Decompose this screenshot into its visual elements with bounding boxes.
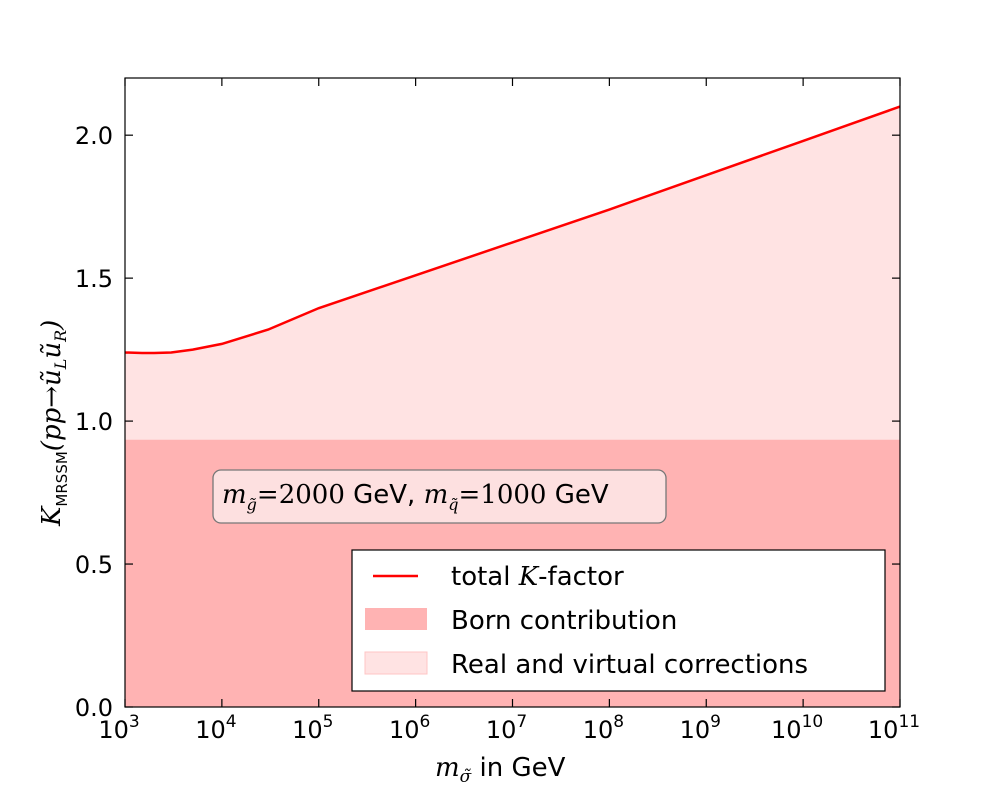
gluino-mass-symbol: m [222,480,247,510]
legend-label-total: total K-factor [451,562,624,592]
y-tick-label: 1.5 [75,265,113,293]
y-tick-label: 0.5 [75,551,113,579]
x-tick-label: 104 [195,712,236,744]
legend-corrections-swatch [364,651,428,675]
mass-annotation: mg̃=2000 GeV, mq̃=1000 GeV [212,469,667,524]
x-tick-label: 106 [389,712,430,744]
x-tick-label: 1011 [868,712,920,744]
squark-mass-value: =1000 [459,480,547,510]
legend: total K-factor Born contribution Real an… [351,549,886,692]
x-tick-label: 108 [583,712,624,744]
y-tick-label: 0.0 [75,694,113,722]
x-axis-ticks: 103 104 105 106 107 108 109 1010 1011 [98,78,920,744]
squark-mass-symbol: m [424,480,449,510]
gluino-mass-value: =2000 [257,480,345,510]
gluino-mass-unit: GeV, [345,480,424,510]
squark-mass-unit: GeV [546,480,608,510]
squark-mass-subscript: q̃ [448,495,458,514]
annotation-box [212,469,667,524]
legend-box [351,549,886,692]
legend-label-born: Born contribution [451,606,677,636]
y-tick-label: 2.0 [75,122,113,150]
y-axis-label: KMRSSM(pp→ũLũR) [37,320,71,527]
y-tick-label: 1.0 [75,408,113,436]
y-axis-ticks: 0.0 0.5 1.0 1.5 2.0 [75,122,900,722]
x-tick-label: 105 [292,712,333,744]
legend-born-swatch [365,608,427,630]
annotation-text: mg̃=2000 GeV, mq̃=1000 GeV [222,480,609,514]
svg-text:KMRSSM(pp→ũLũR): KMRSSM(pp→ũLũR) [37,320,71,527]
x-tick-label: 109 [680,712,721,744]
total-k-factor-line [124,105,901,355]
x-tick-label: 1010 [771,712,823,744]
legend-label-corrections: Real and virtual corrections [451,650,808,680]
x-tick-label: 103 [98,712,139,744]
gluino-mass-subscript: g̃ [247,495,257,514]
x-axis-label: mσ̃ in GeV [435,753,566,786]
real-virtual-corrections-area [125,106,900,440]
x-tick-label: 107 [486,712,527,744]
